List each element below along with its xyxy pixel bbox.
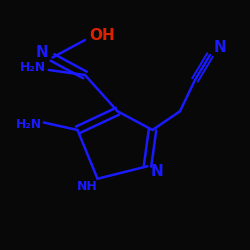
Text: H₂N: H₂N: [16, 118, 42, 132]
Text: N: N: [214, 40, 226, 55]
Text: N: N: [151, 164, 164, 179]
Text: H₂N: H₂N: [20, 61, 46, 74]
Text: OH: OH: [90, 28, 116, 42]
Text: N: N: [36, 45, 49, 60]
Text: NH: NH: [77, 180, 98, 193]
